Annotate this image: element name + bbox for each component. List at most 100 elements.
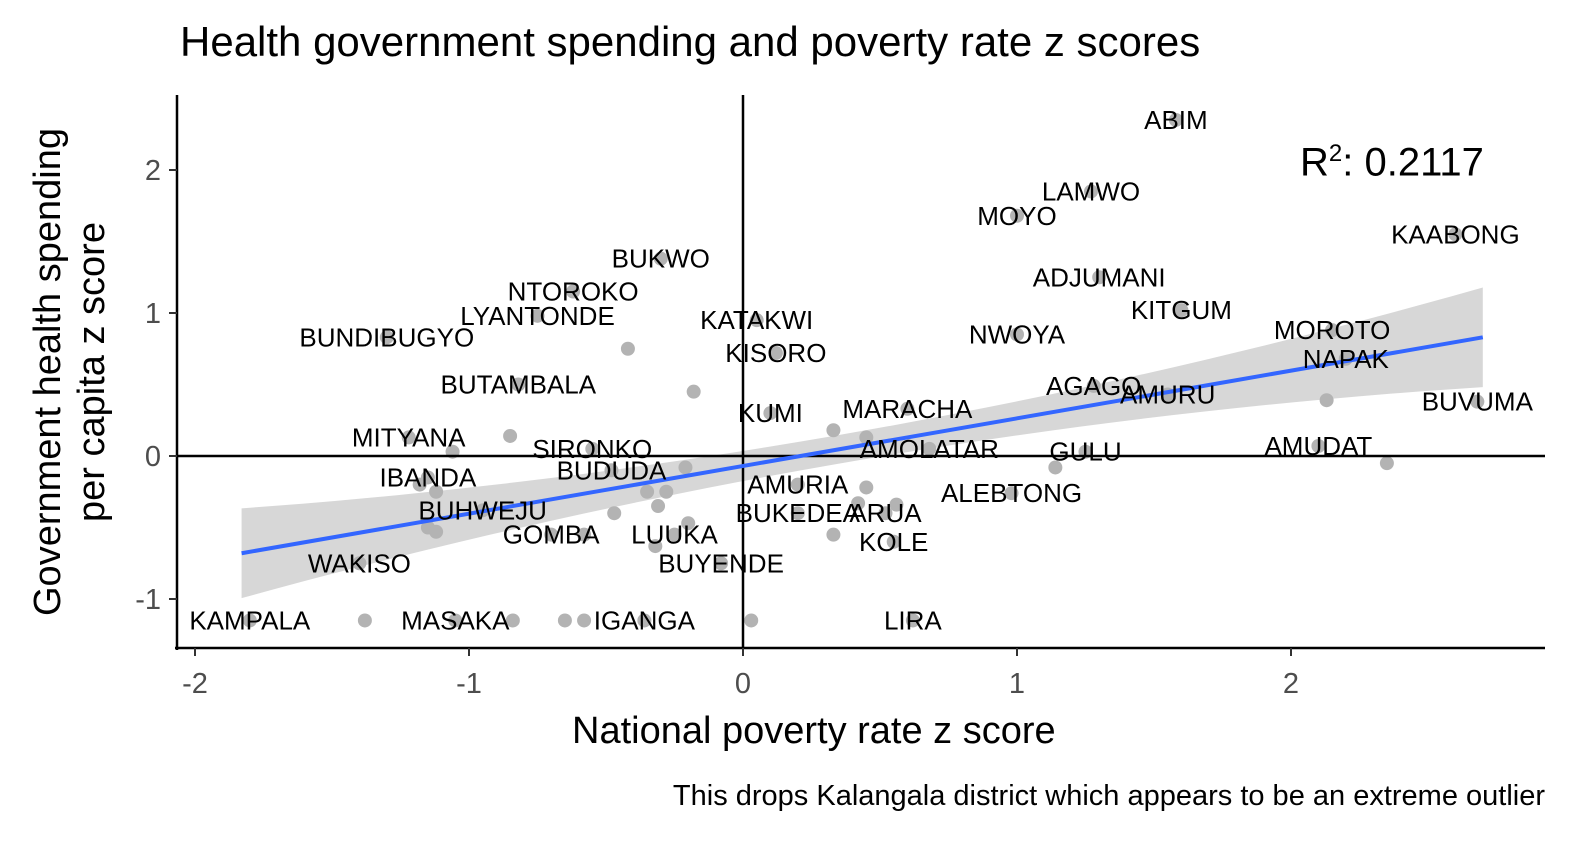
point-label: ABIM bbox=[1144, 105, 1208, 135]
point-label: BUVUMA bbox=[1422, 387, 1534, 417]
point-label: ALEBTONG bbox=[941, 478, 1082, 508]
data-point bbox=[1092, 270, 1107, 285]
data-point bbox=[1086, 378, 1101, 393]
data-point bbox=[790, 506, 805, 521]
point-label: BUTAMBALA bbox=[441, 370, 597, 400]
data-point bbox=[412, 477, 427, 492]
x-tick-label: 2 bbox=[1283, 668, 1299, 700]
data-point bbox=[1004, 486, 1019, 501]
data-point bbox=[505, 613, 520, 628]
data-point bbox=[503, 428, 518, 443]
data-point bbox=[352, 556, 367, 571]
data-point bbox=[429, 524, 444, 539]
data-point bbox=[744, 613, 759, 628]
data-point bbox=[749, 313, 764, 328]
data-point bbox=[357, 613, 372, 628]
point-label: KOLE bbox=[859, 527, 928, 557]
point-label: AMUDAT bbox=[1264, 431, 1372, 461]
data-point bbox=[667, 527, 682, 542]
point-label: ADJUMANI bbox=[1033, 262, 1166, 292]
data-point bbox=[544, 527, 559, 542]
data-point bbox=[653, 251, 668, 266]
point-label: LYANTONDE bbox=[460, 301, 615, 331]
data-point bbox=[763, 406, 778, 421]
point-label: BUKWO bbox=[612, 244, 710, 274]
point-label: BUHWEJU bbox=[418, 495, 547, 525]
y-axis-title-line1: Government health spending bbox=[27, 128, 69, 616]
point-label: GOMBA bbox=[503, 520, 600, 550]
chart-caption: This drops Kalangala district which appe… bbox=[672, 780, 1545, 812]
point-label: KISORO bbox=[725, 338, 826, 368]
r-squared-label: R bbox=[1300, 140, 1329, 185]
point-label: NWOYA bbox=[969, 319, 1066, 349]
point-label: NTOROKO bbox=[508, 277, 639, 307]
point-label: WAKISO bbox=[308, 548, 411, 578]
data-point bbox=[530, 308, 545, 323]
trend-line bbox=[241, 335, 1484, 556]
data-point bbox=[648, 539, 663, 554]
data-point bbox=[1325, 323, 1340, 338]
data-point bbox=[714, 556, 729, 571]
point-label: MASAKA bbox=[401, 605, 510, 635]
r-squared-value: : 0.2117 bbox=[1342, 140, 1484, 185]
data-point bbox=[826, 423, 841, 438]
y-tick-label: 0 bbox=[145, 441, 161, 473]
x-tick-label: 0 bbox=[735, 668, 751, 700]
data-point bbox=[1379, 456, 1394, 471]
point-label: LUUKA bbox=[631, 520, 718, 550]
data-point bbox=[1470, 394, 1485, 409]
point-label: AGAGO bbox=[1046, 371, 1141, 401]
data-point bbox=[585, 441, 600, 456]
y-tick-label: 2 bbox=[145, 155, 161, 187]
point-label: LIRA bbox=[884, 605, 942, 635]
point-label: KITGUM bbox=[1131, 295, 1232, 325]
point-label: KAABONG bbox=[1391, 219, 1520, 249]
data-point bbox=[1083, 184, 1098, 199]
point-label: AMURU bbox=[1120, 380, 1215, 410]
data-point bbox=[1048, 460, 1063, 475]
data-point bbox=[768, 346, 783, 361]
data-point bbox=[511, 377, 526, 392]
data-point bbox=[922, 441, 937, 456]
data-point bbox=[429, 484, 444, 499]
data-point bbox=[1168, 112, 1183, 127]
point-label: KUMI bbox=[738, 398, 803, 428]
data-point bbox=[900, 401, 915, 416]
r-squared-superscript: 2 bbox=[1328, 140, 1343, 167]
data-point bbox=[604, 463, 619, 478]
point-label: KATAKWI bbox=[700, 305, 813, 335]
point-label: BUKEDEA bbox=[736, 498, 861, 528]
data-point bbox=[678, 460, 693, 475]
point-label: AMURIA bbox=[747, 470, 849, 500]
data-point bbox=[401, 430, 416, 445]
data-point bbox=[448, 613, 463, 628]
point-label: IGANGA bbox=[594, 605, 696, 635]
y-tick-label: -1 bbox=[135, 584, 161, 616]
x-axis-title: National poverty rate z score bbox=[572, 710, 1056, 752]
point-label: LAMWO bbox=[1042, 176, 1140, 206]
data-point bbox=[851, 496, 866, 511]
data-point bbox=[1010, 208, 1024, 223]
point-label: MITYANA bbox=[352, 422, 466, 452]
data-point bbox=[620, 341, 635, 356]
data-point bbox=[790, 477, 805, 492]
data-point bbox=[659, 484, 674, 499]
data-point bbox=[577, 613, 592, 628]
data-point bbox=[1010, 327, 1024, 342]
point-label: SIRONKO bbox=[532, 434, 652, 464]
point-label: BUNDIBUGYO bbox=[299, 322, 474, 352]
data-point bbox=[878, 506, 893, 521]
y-axis-title-line2: per capita z score bbox=[71, 222, 113, 522]
data-point bbox=[566, 284, 581, 299]
data-point bbox=[686, 384, 701, 399]
data-point bbox=[889, 497, 904, 512]
data-point bbox=[651, 499, 666, 514]
point-label: ARUA bbox=[849, 498, 922, 528]
point-label: AMOLATAR bbox=[860, 434, 999, 464]
point-label: BUYENDE bbox=[658, 548, 784, 578]
data-point bbox=[905, 613, 920, 628]
point-label: MARACHA bbox=[842, 394, 973, 424]
data-point bbox=[557, 613, 572, 628]
point-label: BUDUDA bbox=[557, 455, 667, 485]
